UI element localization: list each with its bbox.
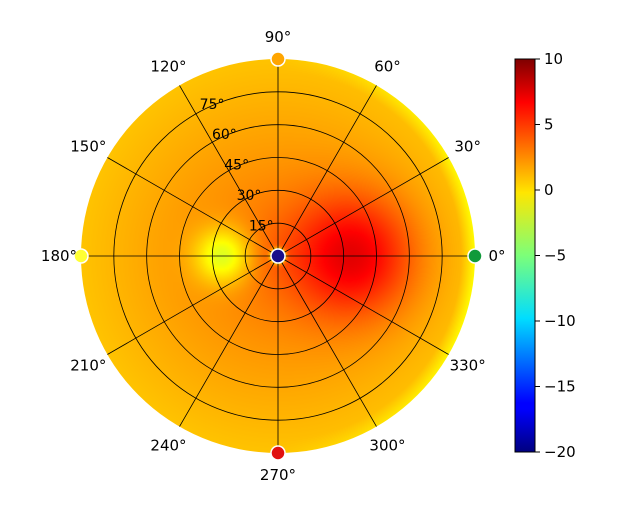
data-marker-4 (73, 248, 89, 264)
angle-tick-label-90: 90° (265, 28, 292, 46)
data-marker-1 (270, 248, 286, 264)
radial-tick-labels: 15° 30° 45° 60° 75° (200, 97, 274, 235)
polar-grid (81, 59, 475, 453)
angle-tick-label-180: 180° (41, 247, 77, 265)
angle-tick-labels: 0° 30° 60° 90° 120° 150° 180° 210° 240° 270° 300° 3… (41, 28, 506, 484)
data-marker-3 (270, 51, 286, 67)
colorbar: 10 5 0 −5 −10 −15 −20 (514, 50, 576, 461)
angle-tick-label-120: 120° (150, 57, 186, 75)
angle-tick-label-0: 0° (488, 247, 505, 265)
angle-tick-label-240: 240° (150, 437, 186, 455)
radial-tick-label-3: 45° (224, 158, 249, 174)
angle-gridline-330 (277, 255, 449, 355)
radial-tick-label-1: 15° (249, 219, 274, 235)
colorbar-tick-label-3: 0 (544, 181, 554, 199)
data-marker-5 (270, 445, 286, 461)
angle-gridline-60 (277, 85, 377, 257)
data-markers (73, 51, 483, 461)
colorbar-tick-label-6: −15 (544, 378, 576, 396)
angle-gridline-120 (179, 85, 279, 257)
colorbar-tick-label-4: −5 (544, 247, 566, 265)
angle-tick-label-270: 270° (260, 466, 296, 484)
colorbar-tick-label-5: −10 (544, 312, 576, 330)
colorbar-tick-label-7: −20 (544, 443, 576, 461)
angle-gridline-30 (277, 157, 449, 257)
angle-gridline-240 (179, 255, 279, 427)
colorbar-tick-label-1: 10 (544, 50, 563, 68)
angle-tick-label-30: 30° (454, 138, 481, 156)
angle-tick-label-300: 300° (369, 437, 405, 455)
angle-gridline-150 (107, 157, 279, 257)
colorbar-ticks: 10 5 0 −5 −10 −15 −20 (535, 50, 576, 461)
angle-gridline-210 (107, 255, 279, 355)
angle-tick-label-60: 60° (374, 57, 401, 75)
angle-tick-label-210: 210° (70, 357, 106, 375)
radial-tick-label-4: 60° (212, 127, 237, 143)
colorbar-tick-label-2: 5 (544, 116, 554, 134)
radial-tick-label-2: 30° (237, 188, 262, 204)
angle-tick-label-150: 150° (70, 138, 106, 156)
angle-tick-label-330: 330° (450, 357, 486, 375)
angle-gridline-300 (277, 255, 377, 427)
data-marker-2 (467, 248, 483, 264)
radial-tick-label-5: 75° (200, 97, 225, 113)
colorbar-gradient (514, 58, 536, 453)
